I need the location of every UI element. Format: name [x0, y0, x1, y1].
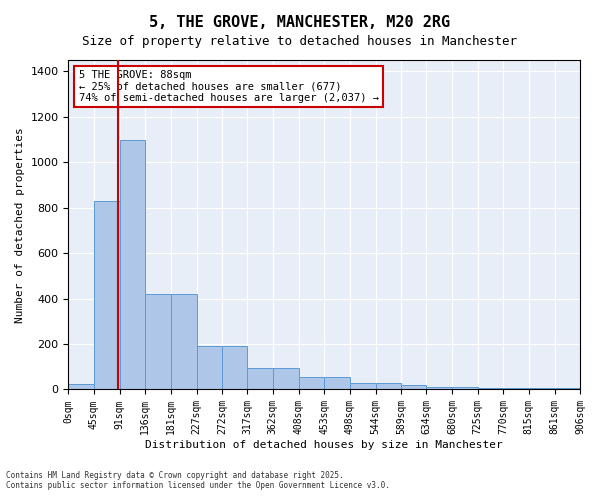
Text: Size of property relative to detached houses in Manchester: Size of property relative to detached ho…	[83, 35, 517, 48]
Bar	[94, 201, 120, 390]
Bar	[68, 384, 94, 390]
Text: 5 THE GROVE: 88sqm
← 25% of detached houses are smaller (677)
74% of semi-detach: 5 THE GROVE: 88sqm ← 25% of detached hou…	[79, 70, 379, 103]
Bar	[427, 387, 452, 390]
Bar	[503, 388, 529, 390]
Bar	[376, 382, 401, 390]
Text: Contains HM Land Registry data © Crown copyright and database right 2025.
Contai: Contains HM Land Registry data © Crown c…	[6, 470, 390, 490]
Bar	[324, 377, 350, 390]
Bar	[401, 385, 427, 390]
Bar	[554, 388, 580, 390]
Bar	[273, 368, 299, 390]
Bar	[478, 388, 503, 390]
Bar	[170, 294, 197, 390]
X-axis label: Distribution of detached houses by size in Manchester: Distribution of detached houses by size …	[145, 440, 503, 450]
Bar	[299, 377, 324, 390]
Bar	[222, 346, 247, 390]
Bar	[350, 382, 376, 390]
Bar	[247, 368, 273, 390]
Y-axis label: Number of detached properties: Number of detached properties	[15, 127, 25, 322]
Bar	[197, 346, 222, 390]
Bar	[452, 387, 478, 390]
Bar	[145, 294, 170, 390]
Bar	[120, 140, 145, 390]
Text: 5, THE GROVE, MANCHESTER, M20 2RG: 5, THE GROVE, MANCHESTER, M20 2RG	[149, 15, 451, 30]
Bar	[529, 388, 554, 390]
